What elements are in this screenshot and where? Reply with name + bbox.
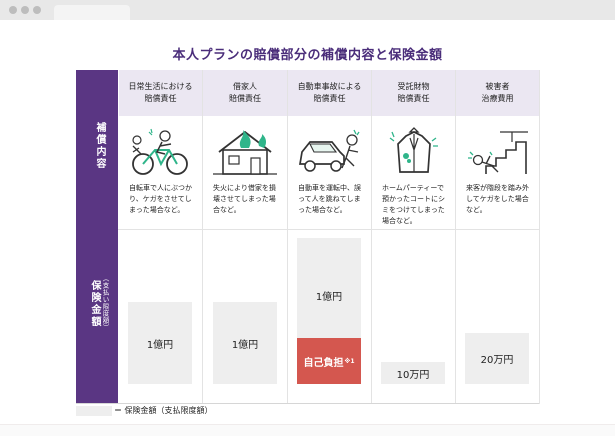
house-fire-icon (213, 130, 277, 175)
deductible-badge: 自己負担 ※1 (297, 338, 361, 384)
window-maximize-dot[interactable] (33, 6, 41, 14)
amount-bar: 1億円 (213, 302, 277, 384)
legend-swatch (76, 406, 112, 416)
car-accident-icon (298, 129, 360, 172)
amount-bar: 20万円 (465, 333, 529, 384)
description: 自動車を運転中、誤 って人を跳ねてしま った場合など。 (298, 184, 361, 214)
header-line2: 賠償責任 (144, 94, 177, 103)
coverage-label: 補償内容 (94, 122, 105, 170)
amount-sublabel: （支払い限度額） (101, 275, 109, 331)
page-content: 本人プランの賠償部分の補償内容と保険金額 補償内容 保険金額 （支払い限度額） … (0, 20, 615, 436)
footer-band (0, 424, 615, 436)
column-divider (287, 70, 288, 404)
side-label-amount: 保険金額 （支払い限度額） (76, 230, 118, 404)
column-divider (202, 70, 203, 404)
amount-value: 1億円 (231, 339, 259, 351)
coverage-column-tenant: 借家人賠償責任 失火により借家を損 壊させてしまった場 合など。 (203, 70, 287, 404)
bicycle-accident-icon (132, 128, 188, 175)
coverage-column-auto-accident: 自動車事故による 賠償責任 自動車を運転中、誤 って人を跳ねてしま った場合など。 (288, 70, 371, 404)
coverage-column-daily-life: 日常生活における 賠償責任 自転車で人にぶつか り、ケガをさせてし まった場合など。 (119, 70, 202, 404)
header-line1: 受託財物 (397, 82, 430, 91)
amount-value: 20万円 (480, 355, 514, 366)
header-line2: 賠償責任 (229, 94, 261, 103)
column-divider (539, 70, 540, 404)
column-header: 受託財物 賠償責任 (372, 70, 455, 116)
amount-bar: 1億円 (128, 302, 192, 384)
column-header: 借家人 賠償責任 (203, 70, 287, 116)
column-header: 被害者 治療費用 (456, 70, 539, 116)
deductible-label: 自己負担 (303, 357, 344, 369)
window-minimize-dot[interactable] (21, 6, 29, 14)
window-close-dot[interactable] (9, 6, 17, 14)
header-line1: 被害者 (485, 82, 510, 91)
header-line2: 賠償責任 (313, 94, 346, 103)
amount-value: 1億円 (315, 292, 343, 303)
coat-stain-icon (389, 127, 438, 173)
coverage-column-entrusted-property: 受託財物賠償責任 ホームパーティーで 預かったコートにシ ミをつけてしまった 場合など… (372, 70, 455, 404)
page-title: 本人プランの賠償部分の補償内容と保険金額 (172, 48, 443, 63)
description: ホームパーティーで 預かったコートにシ ミをつけてしまった 場合など。 (382, 184, 445, 225)
column-divider (371, 70, 372, 404)
amount-value: 10万円 (396, 369, 430, 381)
side-label-coverage: 補償内容 (76, 70, 118, 230)
description: 失火により借家を損 壊させてしまった場 合など。 (213, 184, 276, 214)
header-line1: 借家人 (233, 82, 257, 91)
deductible-note: ※1 (344, 357, 355, 365)
coverage-column-victim-medical: 被害者治療費用 来客が階段を踏み外 してケガをした場合 など。 (456, 70, 539, 404)
column-header: 自動車事故による 賠償責任 (288, 70, 371, 116)
header-line2: 賠償責任 (397, 94, 430, 103)
legend-label: ＝ 保険金額（支払限度額） (114, 406, 213, 415)
column-header: 日常生活における 賠償責任 (119, 70, 202, 116)
header-line1: 日常生活における (128, 82, 193, 91)
header-line2: 治療費用 (481, 94, 514, 103)
row-divider (118, 229, 539, 230)
browser-chrome (0, 0, 615, 20)
amount-bar: 10万円 (381, 362, 445, 384)
amount-label: 保険金額 (89, 280, 100, 328)
column-divider (455, 70, 456, 404)
description: 来客が階段を踏み外 してケガをした場合 など。 (466, 184, 529, 214)
description: 自転車で人にぶつか り、ケガをさせてし まった場合など。 (129, 184, 192, 214)
amount-value: 1億円 (146, 339, 174, 351)
header-line1: 自動車事故による (297, 82, 362, 91)
browser-tab[interactable] (54, 5, 130, 20)
stairs-fall-icon (468, 131, 528, 174)
table-bottom-border (76, 403, 539, 404)
